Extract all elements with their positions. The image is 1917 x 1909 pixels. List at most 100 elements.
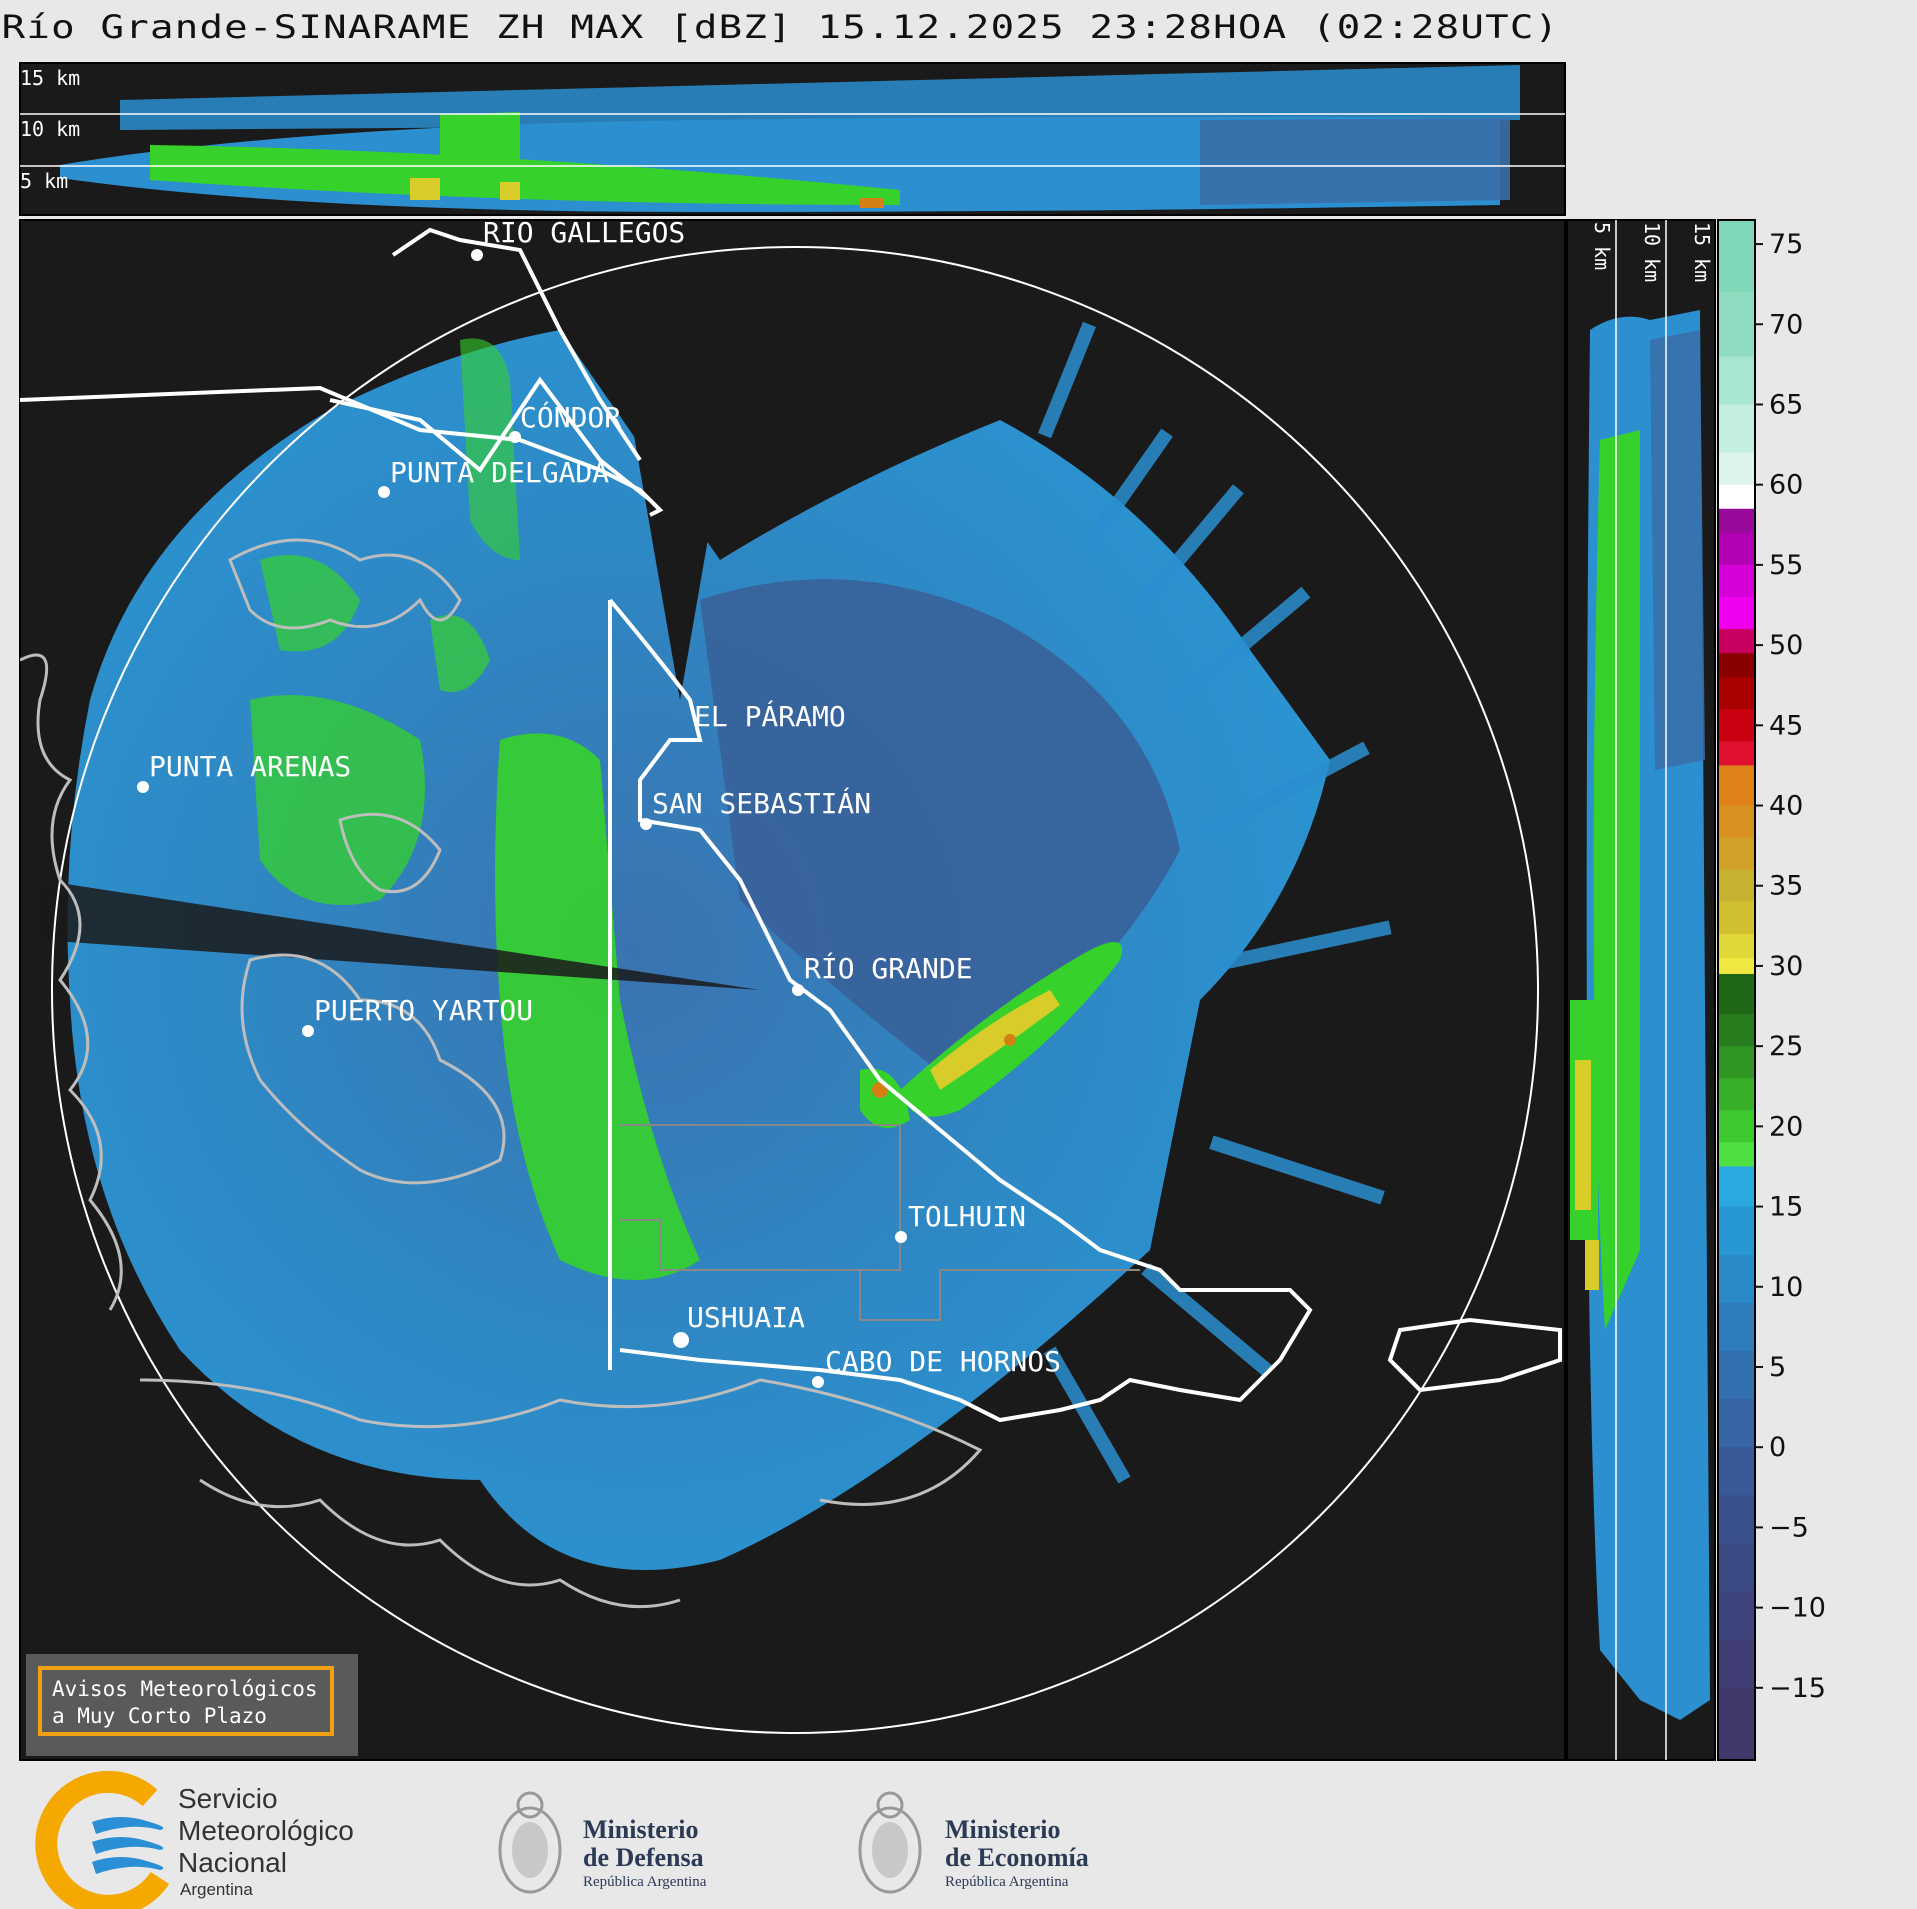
colorbar-tick-label: −5: [1769, 1512, 1809, 1543]
colorbar-tick-label: 60: [1769, 470, 1803, 501]
economia-text: República Argentina: [945, 1874, 1069, 1890]
smn-logo: Servicio Meteorológico Nacional Argentin…: [35, 1770, 354, 1909]
colorbar-cell: [1718, 1142, 1755, 1167]
colorbar-tick-label: 70: [1769, 309, 1803, 340]
economia-text: de Economía: [945, 1843, 1089, 1872]
top-alt-label: 10 km: [20, 117, 80, 141]
colorbar-cell: [1718, 765, 1755, 807]
colorbar-cell: [1718, 677, 1755, 710]
colorbar-cell: [1718, 1639, 1755, 1689]
colorbar-cell: [1718, 1591, 1755, 1641]
defensa-logo: Ministerio de Defensa República Argentin…: [498, 1791, 707, 1894]
colorbar-cell: [1718, 1399, 1755, 1448]
top-profile-panel: 15 km 10 km 5 km: [19, 62, 1566, 216]
colorbar-cell: [1718, 709, 1755, 742]
colorbar-cell: [1718, 356, 1755, 405]
place-label: RÍO GRANDE: [804, 951, 973, 985]
place-label: PUERTO YARTOU: [314, 994, 533, 1027]
short-term-warnings-box[interactable]: Avisos Meteorológicos a Muy Corto Plazo: [26, 1654, 358, 1756]
colorbar-cell: [1718, 629, 1755, 654]
colorbar-cell: [1718, 292, 1755, 357]
colorbar-tick-label: 5: [1769, 1352, 1786, 1383]
colorbar-tick-label: 10: [1769, 1272, 1803, 1303]
colorbar-cell: [1718, 1302, 1755, 1352]
colorbar-tick-label: 75: [1769, 229, 1803, 260]
defensa-text: República Argentina: [583, 1874, 707, 1890]
defensa-text: de Defensa: [583, 1843, 704, 1872]
colorbar-tick-label: 65: [1769, 389, 1803, 420]
colorbar-tick-label: 55: [1769, 550, 1803, 581]
place-label: CABO DE HORNOS: [825, 1345, 1061, 1378]
colorbar-cell: [1718, 741, 1755, 766]
colorbar-cell: [1718, 1046, 1755, 1079]
colorbar-tick-label: 0: [1769, 1432, 1786, 1463]
colorbar-tick-label: 50: [1769, 630, 1803, 661]
smn-text: Meteorológico: [178, 1815, 354, 1846]
footer-logos: Servicio Meteorológico Nacional Argentin…: [35, 1770, 1089, 1909]
side-alt-label: 15 km: [1690, 222, 1714, 282]
colorbar-tick-label: 20: [1769, 1111, 1803, 1142]
top-alt-label: 15 km: [20, 66, 80, 90]
colorbar-cell: [1718, 1166, 1755, 1208]
economia-logo: Ministerio de Economía República Argenti…: [858, 1791, 1089, 1894]
colorbar-cell: [1718, 532, 1755, 566]
colorbar-cell: [1718, 1110, 1755, 1143]
side-alt-label: 5 km: [1590, 222, 1614, 270]
colorbar-cell: [1718, 805, 1755, 839]
colorbar-cell: [1718, 1254, 1755, 1304]
defensa-text: Ministerio: [583, 1815, 699, 1844]
top-alt-label: 5 km: [20, 169, 68, 193]
colorbar-cell: [1718, 933, 1755, 959]
colorbar-cell: [1718, 1687, 1755, 1761]
economia-text: Ministerio: [945, 1815, 1061, 1844]
place-label: CÓNDOR: [520, 400, 621, 434]
colorbar-tick-label: 35: [1769, 871, 1803, 902]
colorbar-tick-label: 40: [1769, 791, 1803, 822]
colorbar-cell: [1718, 837, 1755, 871]
colorbar-cell: [1718, 508, 1755, 534]
colorbar-cell: [1718, 564, 1755, 598]
colorbar-cell: [1718, 1447, 1755, 1496]
place-label: EL PÁRAMO: [694, 699, 846, 733]
colorbar-tick-label: 45: [1769, 710, 1803, 741]
colorbar-cell: [1718, 1543, 1755, 1593]
colorbar-cell: [1718, 1206, 1755, 1256]
radar-map-panel: RÍO GALLEGOS CÓNDOR PUNTA DELGADA EL PÁR…: [19, 215, 1566, 1761]
colorbar-cell: [1718, 869, 1755, 903]
colorbar-cell: [1718, 973, 1755, 1015]
map-title: Río Grande-SINARAME ZH MAX [dBZ] 15.12.2…: [1, 8, 1560, 46]
side-profile-panel: 5 km 10 km 15 km: [1566, 219, 1716, 1761]
colorbar-cell: [1718, 901, 1755, 935]
side-alt-label: 10 km: [1640, 222, 1664, 282]
colorbar-cell: [1718, 220, 1755, 293]
coat-of-arms-icon: [858, 1806, 922, 1894]
colorbar-cell: [1718, 404, 1755, 454]
colorbar-cell: [1718, 452, 1755, 486]
colorbar-tick-label: 30: [1769, 951, 1803, 982]
notice-line: Avisos Meteorológicos: [52, 1677, 318, 1701]
smn-text: Argentina: [180, 1880, 253, 1899]
colorbar-cell: [1718, 957, 1755, 975]
place-label: PUNTA DELGADA: [390, 456, 609, 489]
colorbar-tick-label: −15: [1769, 1673, 1826, 1704]
place-label: PUNTA ARENAS: [149, 750, 351, 783]
colorbar-cell: [1718, 1078, 1755, 1111]
colorbar-tick-label: −10: [1769, 1593, 1826, 1624]
smn-text: Nacional: [178, 1847, 287, 1878]
colorbar-tick-label: 15: [1769, 1192, 1803, 1223]
smn-emblem-icon: [35, 1770, 170, 1909]
place-label: SAN SEBASTIÁN: [652, 786, 871, 820]
notice-line: a Muy Corto Plazo: [52, 1704, 267, 1728]
place-label: USHUAIA: [687, 1301, 805, 1334]
colorbar-cell: [1718, 1495, 1755, 1544]
coat-of-arms-icon: [498, 1806, 562, 1894]
colorbar-cell: [1718, 484, 1755, 510]
colorbar-cell: [1718, 1014, 1755, 1047]
colorbar-cell: [1718, 653, 1755, 678]
place-label: RÍO GALLEGOS: [483, 215, 685, 249]
place-label: TOLHUIN: [908, 1200, 1026, 1233]
smn-text: Servicio: [178, 1783, 278, 1814]
colorbar-cell: [1718, 596, 1755, 630]
